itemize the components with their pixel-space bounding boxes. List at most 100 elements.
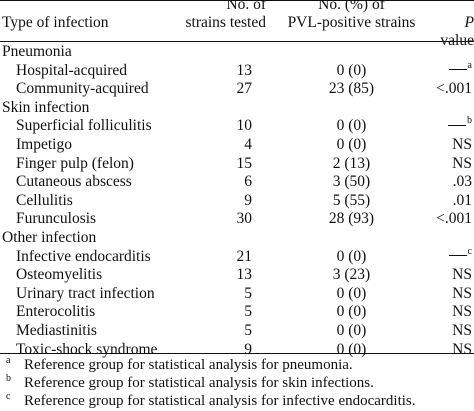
header-p-value-rest: value xyxy=(440,32,474,49)
infection-name: Superficial folliculitis xyxy=(16,117,152,135)
footnote-text: Reference group for statistical analysis… xyxy=(24,393,416,409)
group-header-row: Pneumonia xyxy=(0,43,474,62)
pvl-positive-cell: 0 (0) xyxy=(336,247,367,265)
p-value-cell: NS xyxy=(452,154,472,172)
footnote: c Reference group for statistical analysi… xyxy=(6,391,472,410)
strains-tested-cell: 5 xyxy=(244,284,252,302)
group-label: Other infection xyxy=(2,228,97,246)
strains-tested-cell: 21 xyxy=(236,247,253,265)
strains-tested-cell: 13 xyxy=(236,266,253,284)
table-row: Urinary tract infection 5 0 (0) NS xyxy=(0,285,474,304)
header-type-of-infection: Type of infection xyxy=(2,14,109,31)
strains-tested-cell: 6 xyxy=(244,173,252,191)
reference-dash xyxy=(448,124,466,126)
header-rule xyxy=(0,41,474,42)
table-row: Community-acquired 27 23 (85) <.001 xyxy=(0,80,474,99)
infection-name: Osteomyelitis xyxy=(16,266,103,284)
footnote-mark: b xyxy=(467,115,472,127)
header-p-value-italic: P xyxy=(464,14,474,31)
strains-tested-cell: 15 xyxy=(236,154,253,172)
p-value-cell: a xyxy=(420,59,472,83)
pvl-positive-cell: 0 (0) xyxy=(336,61,367,79)
p-value-cell: NS xyxy=(452,303,472,321)
strains-tested-cell: 9 xyxy=(244,191,252,209)
infection-name: Enterocolitis xyxy=(16,303,96,321)
table-row: Cutaneous abscess 6 3 (50) .03 xyxy=(0,173,474,192)
p-value-cell: <.001 xyxy=(436,210,472,228)
pvl-positive-cell: 0 (0) xyxy=(336,284,367,302)
pvl-positive-cell: 2 (13) xyxy=(332,154,371,172)
header-p-value: P value xyxy=(426,14,474,50)
footnote-mark: a xyxy=(467,59,472,71)
table-row: Osteomyelitis 13 3 (23) NS xyxy=(0,266,474,285)
footnotes: a Reference group for statistical analysi… xyxy=(6,355,472,410)
footnote-mark: c xyxy=(467,245,472,257)
group-header-row: Skin infection xyxy=(0,99,474,118)
pvl-positive-cell: 3 (50) xyxy=(332,173,371,191)
reference-dash xyxy=(448,254,467,256)
pvl-positive-cell: 23 (85) xyxy=(328,80,375,98)
table-row: Enterocolitis 5 0 (0) NS xyxy=(0,303,474,322)
p-value-cell: NS xyxy=(452,266,472,284)
table-row: Finger pulp (felon) 15 2 (13) NS xyxy=(0,155,474,174)
header-pvl-positive-line1: No. (%) of xyxy=(318,0,385,13)
infection-name: Cellulitis xyxy=(16,191,73,209)
infection-name: Mediastinitis xyxy=(16,321,97,339)
strains-tested-cell: 5 xyxy=(244,303,252,321)
footnote-text: Reference group for statistical analysis… xyxy=(24,375,374,391)
footnote: b Reference group for statistical analysi… xyxy=(6,373,472,392)
strains-tested-cell: 13 xyxy=(236,61,253,79)
infection-name: Hospital-acquired xyxy=(16,61,128,79)
footnote-text: Reference group for statistical analysis… xyxy=(24,357,353,373)
infection-name: Impetigo xyxy=(16,135,72,153)
strains-tested-cell: 27 xyxy=(236,80,253,98)
pvl-positive-cell: 28 (93) xyxy=(328,210,375,228)
p-value-cell: .01 xyxy=(452,191,472,209)
p-value-cell: NS xyxy=(452,321,472,339)
header-pvl-positive-line2: PVL-positive strains xyxy=(287,14,416,31)
infection-name: Furunculosis xyxy=(16,210,97,228)
pvl-positive-cell: 0 (0) xyxy=(336,321,367,339)
table-row: Impetigo 4 0 (0) NS xyxy=(0,136,474,155)
strains-tested-cell: 4 xyxy=(244,135,252,153)
group-label: Pneumonia xyxy=(2,43,72,60)
table-row: Cellulitis 9 5 (55) .01 xyxy=(0,192,474,211)
group-label: Skin infection xyxy=(2,98,90,116)
footnote: a Reference group for statistical analysi… xyxy=(6,355,472,374)
infection-name: Cutaneous abscess xyxy=(16,173,132,191)
pvl-positive-cell: 0 (0) xyxy=(336,135,367,153)
strains-tested-cell: 30 xyxy=(236,210,253,228)
reference-dash xyxy=(448,69,467,71)
footnote-mark: a xyxy=(6,355,11,366)
table-row: Infective endocarditis 21 0 (0) c xyxy=(0,245,474,269)
footnote-mark: c xyxy=(6,391,11,402)
p-value-cell: NS xyxy=(452,135,472,153)
infection-name: Finger pulp (felon) xyxy=(16,154,134,172)
table-row: Mediastinitis 5 0 (0) NS xyxy=(0,322,474,341)
header-strains-tested-line1: No. of xyxy=(226,0,266,13)
table-row: Superficial folliculitis 10 0 (0) b xyxy=(0,115,474,138)
bottom-rule xyxy=(0,353,474,354)
p-value-cell: NS xyxy=(452,284,472,302)
header-strains-tested: No. of strains tested xyxy=(146,0,267,32)
p-value-cell: <.001 xyxy=(436,80,472,98)
p-value-cell: .03 xyxy=(452,173,472,191)
infection-name: Community-acquired xyxy=(16,80,149,98)
infection-name: Infective endocarditis xyxy=(16,247,151,265)
top-rule xyxy=(0,0,474,1)
table-body: Pneumonia Hospital-acquired 13 0 (0) a Commun… xyxy=(0,43,474,359)
p-value-cell: c xyxy=(420,245,472,269)
strains-tested-cell: 10 xyxy=(236,117,253,135)
group-header-row: Other infection xyxy=(0,229,474,248)
pvl-positive-cell: 0 (0) xyxy=(336,117,367,135)
header-strains-tested-line2: strains tested xyxy=(185,14,267,31)
pvl-positive-cell: 5 (55) xyxy=(332,191,371,209)
pvl-positive-cell: 3 (23) xyxy=(332,266,371,284)
strains-tested-cell: 9 xyxy=(244,340,252,358)
table-row: Hospital-acquired 13 0 (0) a xyxy=(0,59,474,83)
table-row: Furunculosis 30 28 (93) <.001 xyxy=(0,210,474,229)
p-value-cell: b xyxy=(420,115,472,138)
strains-tested-cell: 5 xyxy=(244,321,252,339)
infection-name: Urinary tract infection xyxy=(16,284,155,302)
